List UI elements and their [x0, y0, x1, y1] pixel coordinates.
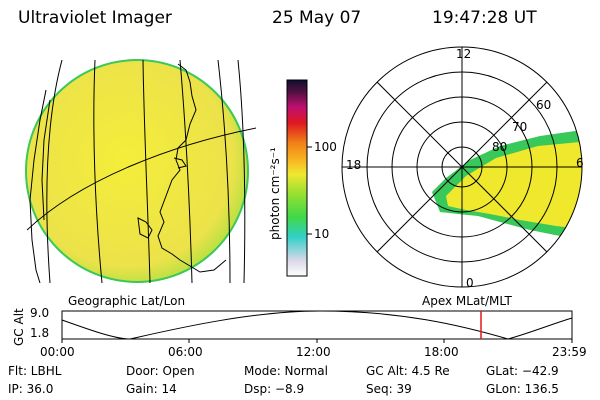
gain-status: Gain: 14	[126, 382, 177, 396]
x-tick-label-1200: 12:00	[296, 345, 331, 359]
x-tick-label-0600: 06:00	[168, 345, 203, 359]
seq-status: Seq: 39	[366, 382, 412, 396]
earth-disk-image	[26, 60, 248, 282]
altitude-curve	[62, 311, 572, 339]
x-tick-label-0000: 00:00	[40, 345, 75, 359]
glon-status: GLon: 136.5	[486, 382, 559, 396]
colorbar-unit-label: photon cm⁻²s⁻¹	[268, 147, 282, 240]
mlat-label-70: 70	[512, 120, 527, 134]
filter-status: Flt: LBHL	[8, 364, 61, 378]
timeline-axis-label: GC Alt	[12, 308, 26, 346]
color-scale-gradient	[287, 80, 307, 276]
mlt-label-0: 0	[466, 276, 474, 290]
door-status: Door: Open	[126, 364, 195, 378]
mlt-label-6: 6	[576, 156, 584, 170]
polar-image	[432, 130, 590, 238]
colorbar-label-100: 100	[314, 140, 337, 154]
mlt-label-18: 18	[346, 158, 361, 172]
glat-status: GLat: −42.9	[486, 364, 559, 378]
timeline-right-title: Apex MLat/MLT	[422, 294, 512, 308]
mlat-label-60: 60	[536, 98, 551, 112]
x-tick-label-1800: 18:00	[424, 345, 459, 359]
altitude-timeline	[62, 311, 572, 343]
y-tick-1-8: 1.8	[30, 326, 49, 340]
mlat-label-80: 80	[492, 140, 507, 154]
geographic-image-panel	[26, 60, 256, 283]
colorbar-label-10: 10	[314, 227, 329, 241]
timeline-frame	[62, 311, 572, 339]
polar-mlt-plot	[342, 47, 590, 287]
mlt-label-12: 12	[456, 47, 471, 61]
timeline-left-title: Geographic Lat/Lon	[68, 294, 185, 308]
mode-status: Mode: Normal	[244, 364, 328, 378]
dsp-status: Dsp: −8.9	[244, 382, 304, 396]
y-tick-9: 9.0	[30, 306, 49, 320]
color-scale-bar	[287, 80, 312, 276]
x-tick-label-2359: 23:59	[552, 345, 587, 359]
ip-status: IP: 36.0	[8, 382, 53, 396]
gc-alt-status: GC Alt: 4.5 Re	[366, 364, 450, 378]
